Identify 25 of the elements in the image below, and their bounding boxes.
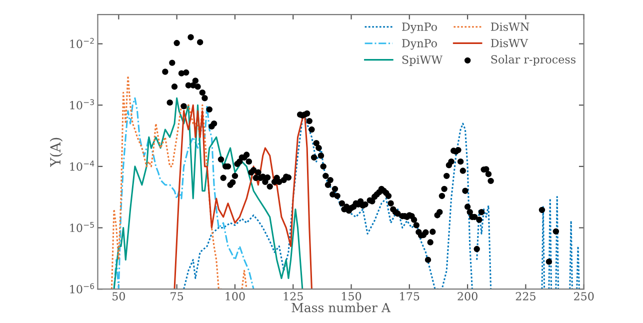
y-tick-label: 10$^{−4}$	[70, 160, 94, 171]
x-tick-label: 75	[170, 292, 184, 300]
line-series	[113, 97, 304, 290]
x-tick-label: 150	[342, 292, 362, 300]
x-tick-label: 125	[284, 292, 303, 300]
y-axis-title: Y(A)	[50, 138, 63, 167]
x-tick-label: 200	[458, 292, 478, 300]
x-tick-label: 225	[516, 292, 536, 300]
legend-label: Solar r-process	[491, 54, 576, 66]
y-tick-label: 10$^{−2}$	[70, 38, 94, 48]
line-series	[113, 97, 254, 290]
x-tick-label: 50	[112, 292, 125, 300]
line-series	[174, 104, 312, 290]
legend-label: SpiWW	[402, 55, 443, 66]
x-tick-label: 175	[400, 292, 420, 300]
legend-label: DisWV	[490, 38, 528, 48]
y-tick-label: 10$^{−6}$	[70, 283, 94, 294]
y-tick-label: 10$^{−5}$	[70, 222, 94, 232]
legend-label: DisWN	[490, 22, 530, 31]
legend-label: DynPo	[402, 39, 437, 50]
x-tick-label: 250	[574, 292, 594, 300]
legend-label: DynPo	[402, 22, 437, 34]
x-axis-title: Mass number A	[292, 302, 391, 312]
y-tick-label: 10$^{−3}$	[70, 99, 94, 110]
x-tick-label: 100	[226, 292, 245, 300]
